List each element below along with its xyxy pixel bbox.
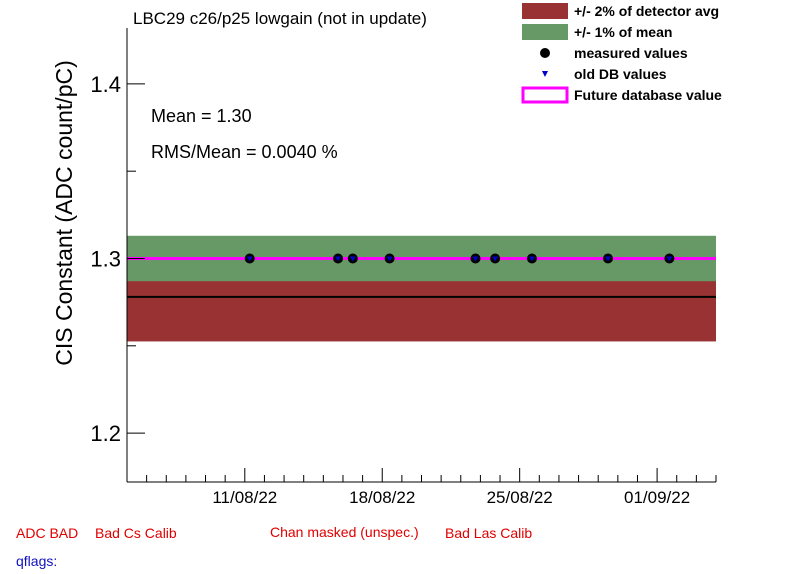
y-tick-label: 1.2 [90,421,121,446]
old-db-point [246,256,253,262]
old-db-point [605,256,612,262]
legend-label: +/- 1% of mean [574,24,672,40]
x-tick-label: 25/08/22 [487,488,553,507]
legend-label: Future database value [574,87,722,103]
flag-adc-bad: ADC BAD [16,525,79,541]
reference-lines [127,256,716,298]
flag-bad-las-calib: Bad Las Calib [445,525,533,541]
legend-label: measured values [574,45,688,61]
legend-swatch [522,24,568,40]
old-db-point [349,256,356,262]
legend-swatch [521,86,569,104]
y-tick-label: 1.4 [90,72,121,97]
legend-label: old DB values [574,66,667,82]
bands [127,235,716,342]
data-points [244,253,675,264]
x-tick-label: 11/08/22 [212,488,277,507]
old-db-point [472,256,479,262]
legend: +/- 2% of detector avg +/- 1% of mean meas… [518,0,796,108]
legend-swatch [540,48,550,58]
old-db-point [666,256,673,262]
rms-text: RMS/Mean = 0.0040 % [151,142,338,162]
x-tick-label: 18/08/22 [349,488,415,507]
flag-bad-cs-calib: Bad Cs Calib [95,525,177,541]
old-db-point [386,256,393,262]
old-db-point [335,256,342,262]
qflags-label: qflags: [16,553,58,569]
legend-label: +/- 2% of detector avg [574,3,719,19]
old-db-point [492,256,499,262]
old-db-point [528,256,535,262]
legend-swatch [542,71,548,77]
mean-text: Mean = 1.30 [151,106,252,126]
legend-swatch [522,3,568,19]
x-tick-label: 01/09/22 [624,488,690,507]
chart-title: LBC29 c26/p25 lowgain (not in update) [133,9,427,28]
y-tick-label: 1.3 [90,246,121,271]
axes: 1.2 1.3 1.4 11/08/22 18/08/22 25/08/22 01/09/2… [90,28,717,507]
y-axis-label: CIS Constant (ADC count/pC) [51,60,77,366]
flag-chan-masked: Chan masked (unspec.) [270,524,419,540]
